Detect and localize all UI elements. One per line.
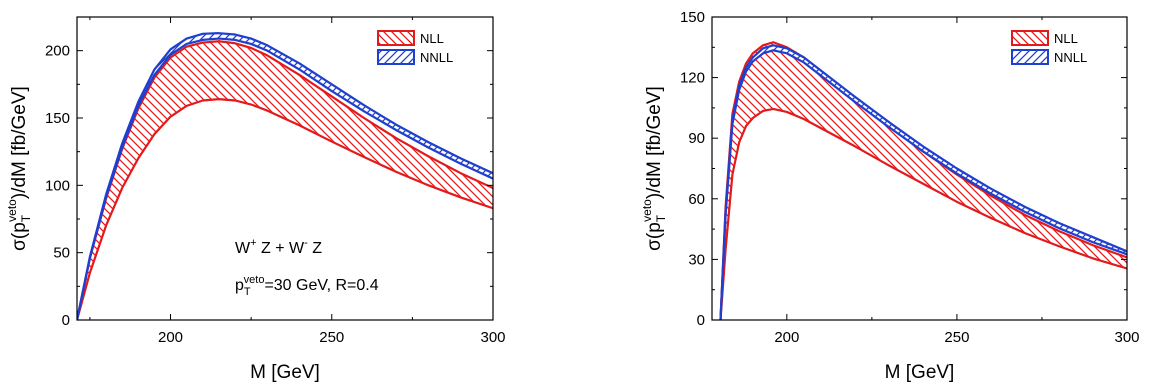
y-tick-label: 30 — [688, 251, 705, 268]
legend-swatch-nll — [377, 30, 415, 46]
bands — [77, 32, 493, 320]
y-tick-label: 150 — [680, 9, 705, 26]
x-tick-label: 300 — [1114, 329, 1139, 346]
annotation-2: pTveto=30 GeV, R=0.4 — [235, 274, 379, 298]
y-tick-label: 120 — [680, 70, 705, 87]
x-axis-title: M [GeV] — [250, 362, 320, 383]
y-tick-label: 100 — [45, 177, 70, 194]
legend-label-nll: NLL — [1054, 31, 1078, 46]
band-nnll-upper-line — [77, 32, 493, 320]
chart-right: 200 250 300 0 30 60 90 120 150 M [GeV] σ(pTveto)/d… — [640, 9, 1140, 383]
legend-swatch-nll — [1011, 30, 1049, 46]
legend-swatch-nnll — [1011, 49, 1049, 65]
legend-label-nll: NLL — [420, 31, 444, 46]
legend: NLL NNLL — [1011, 30, 1087, 65]
plot-frame — [76, 16, 494, 321]
y-axis-title: σ(pTveto)/dM [fb/GeV] — [640, 86, 668, 251]
x-tick-label: 200 — [158, 329, 183, 346]
legend-label-nnll: NNLL — [1054, 50, 1087, 65]
band-nll-lower-line — [719, 107, 1127, 320]
band-nnll-lower-line — [719, 49, 1127, 320]
chart-left: 200 250 300 0 50 100 150 200 M [GeV] σ(pTveto)/dM… — [5, 16, 506, 383]
x-tick-label: 300 — [480, 329, 505, 346]
y-tick-label: 200 — [45, 43, 70, 60]
band-nll — [77, 41, 493, 320]
band-nll-lower-line — [77, 98, 493, 320]
y-tick-label: 0 — [62, 312, 70, 329]
x-tick-label: 200 — [774, 329, 799, 346]
y-tick-label: 0 — [697, 312, 705, 329]
band-nnll-lower-line — [77, 37, 493, 320]
y-tick-label: 60 — [688, 191, 705, 208]
y-axis-title: σ(pTveto)/dM [fb/GeV] — [5, 86, 33, 251]
legend-swatch-nnll — [377, 49, 415, 65]
x-tick-label: 250 — [319, 329, 344, 346]
annotation-1: W+ Z + W- Z — [235, 237, 322, 257]
y-tick-label: 150 — [45, 110, 70, 127]
bands — [719, 41, 1127, 320]
legend: NLL NNLL — [377, 30, 453, 65]
legend-label-nnll: NNLL — [420, 50, 453, 65]
band-nnll-upper-line — [719, 44, 1127, 320]
y-tick-label: 50 — [53, 245, 70, 262]
x-axis-title: M [GeV] — [885, 362, 955, 383]
x-tick-label: 250 — [944, 329, 969, 346]
y-tick-label: 90 — [688, 130, 705, 147]
band-nll — [720, 42, 1127, 320]
